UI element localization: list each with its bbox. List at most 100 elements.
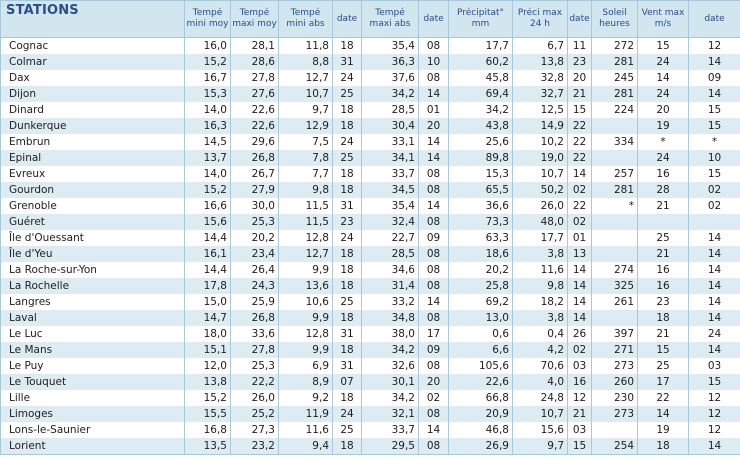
table-cell: 25,2 xyxy=(230,406,279,422)
table-cell: 24 xyxy=(637,150,689,166)
header-row: STATIONS Tempé mini moy Tempé maxi moy T… xyxy=(0,0,740,38)
table-cell: 16,0 xyxy=(184,37,231,54)
header-soleil: Soleil heures xyxy=(591,0,638,38)
table-cell: 18 xyxy=(332,310,362,326)
table-cell: * xyxy=(637,134,689,150)
table-cell: 14 xyxy=(418,150,449,166)
table-cell: 281 xyxy=(591,54,638,70)
table-cell: 14 xyxy=(688,262,740,278)
station-name: Evreux xyxy=(0,166,185,182)
table-cell: 12 xyxy=(688,37,740,54)
table-cell: 13,8 xyxy=(512,54,568,70)
header-tmax-moy: Tempé maxi moy xyxy=(230,0,279,38)
header-tmin-abs: Tempé mini abs xyxy=(278,0,333,38)
table-cell: 15 xyxy=(567,102,592,118)
table-cell: 22 xyxy=(567,150,592,166)
station-name: Le Puy xyxy=(0,358,185,374)
station-name: Lons-le-Saunier xyxy=(0,422,185,438)
table-cell: 25,8 xyxy=(448,278,513,294)
table-cell: 02 xyxy=(567,342,592,358)
table-cell: 15,2 xyxy=(184,390,231,406)
table-cell: 32,7 xyxy=(512,86,568,102)
table-cell: 25,3 xyxy=(230,358,279,374)
table-cell: 14 xyxy=(418,422,449,438)
table-cell: 26,0 xyxy=(512,198,568,214)
table-cell: 24 xyxy=(332,70,362,86)
table-cell: 257 xyxy=(591,166,638,182)
table-cell: 11,6 xyxy=(278,422,333,438)
table-cell: 08 xyxy=(418,214,449,230)
table-cell: 16 xyxy=(637,166,689,182)
header-precip: Précipitat° mm xyxy=(448,0,513,38)
table-cell: 21 xyxy=(637,198,689,214)
table-cell: 20,9 xyxy=(448,406,513,422)
table-cell: 24,3 xyxy=(230,278,279,294)
table-cell: 33,2 xyxy=(361,294,419,310)
table-cell: 08 xyxy=(418,37,449,54)
table-cell: 46,8 xyxy=(448,422,513,438)
table-cell: 09 xyxy=(688,70,740,86)
station-name: Île d'Ouessant xyxy=(0,230,185,246)
table-cell: 7,8 xyxy=(278,150,333,166)
table-cell: 25 xyxy=(332,294,362,310)
table-cell: 11,8 xyxy=(278,37,333,54)
table-row: Le Puy 12,0 25,3 6,9 31 32,6 08 105,6 70,6 03 273 2… xyxy=(0,358,740,374)
station-name: Dax xyxy=(0,70,185,86)
table-cell: 22,6 xyxy=(448,374,513,390)
table-cell: 15,2 xyxy=(184,182,231,198)
table-cell: 20 xyxy=(418,374,449,390)
table-cell: 254 xyxy=(591,438,638,455)
table-cell: 32,6 xyxy=(361,358,419,374)
header-precip-label: Précipitat° mm xyxy=(456,8,505,29)
table-cell: 25 xyxy=(332,150,362,166)
table-cell: 12,7 xyxy=(278,70,333,86)
table-cell: 14,4 xyxy=(184,230,231,246)
table-cell: 14 xyxy=(567,278,592,294)
table-cell: 66,8 xyxy=(448,390,513,406)
table-cell: 13 xyxy=(567,246,592,262)
table-cell: 32,4 xyxy=(361,214,419,230)
header-tmax-moy-label: Tempé maxi moy xyxy=(232,8,277,29)
table-cell: 34,5 xyxy=(361,182,419,198)
table-cell: 9,8 xyxy=(512,278,568,294)
header-vent: Vent max m/s xyxy=(637,0,689,38)
table-cell: 18 xyxy=(332,118,362,134)
table-cell: 43,8 xyxy=(448,118,513,134)
table-row: Le Mans 15,1 27,8 9,9 18 34,2 09 6,6 4,2 02 271 15 1… xyxy=(0,342,740,358)
table-cell: 08 xyxy=(418,438,449,455)
table-cell: 24 xyxy=(637,54,689,70)
station-name: Lorient xyxy=(0,438,185,455)
table-cell: 334 xyxy=(591,134,638,150)
table-cell: 18 xyxy=(332,262,362,278)
table-cell: 13,6 xyxy=(278,278,333,294)
table-row: Grenoble 16,6 30,0 11,5 31 35,4 14 36,6 26,0 22 * 2… xyxy=(0,198,740,214)
table-cell: 32,8 xyxy=(512,70,568,86)
table-cell: 12,8 xyxy=(278,326,333,342)
table-cell: 274 xyxy=(591,262,638,278)
table-row: Lons-le-Saunier 16,8 27,3 11,6 25 33,7 14 46,8 1… xyxy=(0,422,740,438)
station-name: La Rochelle xyxy=(0,278,185,294)
table-cell: 48,0 xyxy=(512,214,568,230)
table-cell: 224 xyxy=(591,102,638,118)
table-cell: 31 xyxy=(332,358,362,374)
table-cell: 25,3 xyxy=(230,214,279,230)
table-cell: 21 xyxy=(637,246,689,262)
table-row: Cognac 16,0 28,1 11,8 18 35,4 08 17,7 6,7 11 272 15… xyxy=(0,37,740,54)
table-cell: 26,9 xyxy=(448,438,513,455)
table-cell: 18 xyxy=(332,102,362,118)
table-cell: 24 xyxy=(332,134,362,150)
table-cell: 34,1 xyxy=(361,150,419,166)
table-cell: 9,8 xyxy=(278,182,333,198)
table-cell: 10,7 xyxy=(512,166,568,182)
table-row: La Rochelle 17,8 24,3 13,6 18 31,4 08 25,8 9,8 14… xyxy=(0,278,740,294)
station-name: Colmar xyxy=(0,54,185,70)
table-cell: 12,0 xyxy=(184,358,231,374)
table-cell: 23 xyxy=(637,294,689,310)
table-cell: 08 xyxy=(418,182,449,198)
table-cell: 15 xyxy=(567,438,592,455)
table-cell: 34,2 xyxy=(361,86,419,102)
header-tmax-abs: Tempé maxi abs xyxy=(361,0,419,38)
table-cell: 261 xyxy=(591,294,638,310)
table-cell xyxy=(688,214,740,230)
table-cell: 15,2 xyxy=(184,54,231,70)
